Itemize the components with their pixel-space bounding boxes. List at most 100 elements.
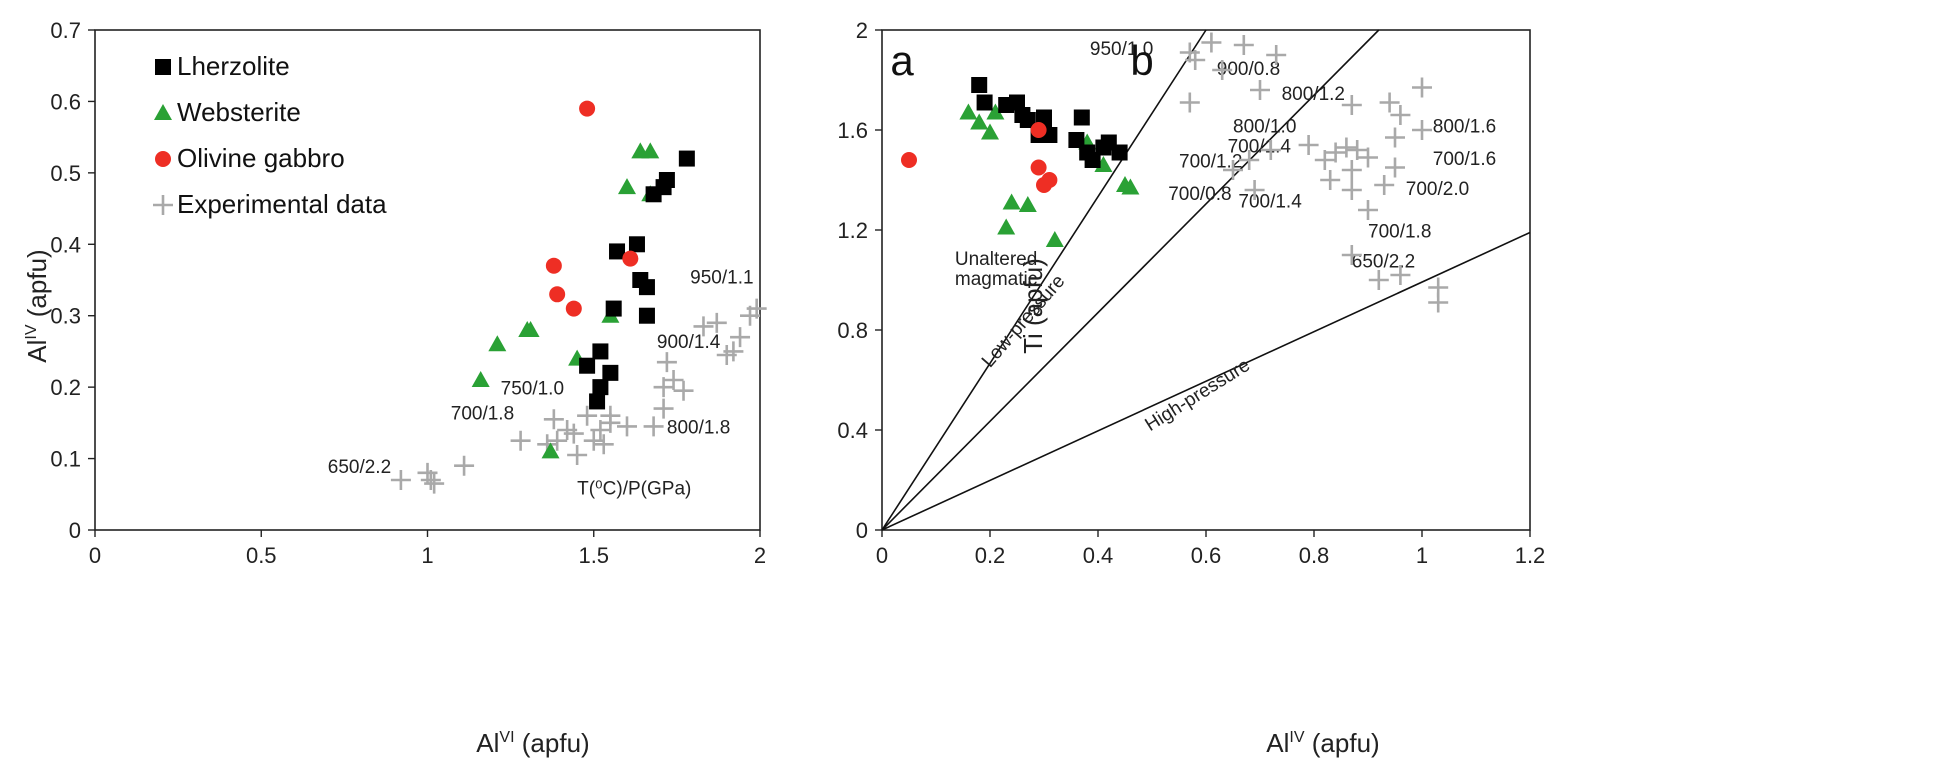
panel-b-point-experimental: [1358, 147, 1378, 168]
panel-a-point-lherzolite: [678, 150, 695, 167]
panel-b-condition-label: 950/1.0: [1090, 39, 1153, 60]
panel-a-point-experimental: [723, 341, 744, 362]
panel-a-point-experimental: [656, 352, 677, 373]
panel-b-x-axis-title: AlIV (apfu): [1266, 728, 1379, 758]
panel-b-point-lherzolite: [976, 94, 993, 111]
panel-a-point-websterite: [471, 371, 490, 387]
panel-b-point-experimental: [1185, 50, 1206, 70]
panel-b-point-websterite: [1018, 196, 1037, 212]
panel-b-x-tick-label: 0.8: [1299, 543, 1330, 568]
panel-b-point-websterite: [986, 103, 1005, 120]
panel-a-point-lherzolite: [638, 307, 655, 324]
panel-a-point-experimental: [663, 370, 684, 390]
panel-a-point-lherzolite: [592, 379, 609, 396]
panel-b-x-tick-label: 0.2: [975, 543, 1006, 568]
panel-b-y-tick-label: 0.4: [837, 418, 868, 443]
panel-b-point-experimental: [1428, 292, 1449, 313]
panel-b-point-experimental: [1201, 32, 1222, 53]
panel-a-condition-label: 700/1.8: [451, 403, 514, 424]
panel-a-point-experimental: [543, 409, 564, 430]
legend-marker-websterite: [154, 104, 172, 120]
panel-a-x-tick-label: 0.5: [246, 543, 277, 568]
panel-a-point-lherzolite: [628, 236, 645, 253]
panel-a-y-tick-label: 0.4: [50, 232, 81, 257]
panel-a-point-websterite: [518, 321, 537, 337]
panel-b-boundary-line: [881, 29, 1380, 531]
panel-a-point-experimental: [600, 405, 621, 426]
legend-label-olivine-gabbro: Olivine gabbro: [177, 143, 345, 173]
panel-b-y-tick-label: 0: [856, 518, 868, 543]
panel-a-y-tick-label: 0.6: [50, 89, 81, 114]
panel-b-y-tick-label: 0.8: [837, 318, 868, 343]
panel-b-point-experimental: [1260, 140, 1281, 160]
panel-b-point-experimental: [1368, 270, 1389, 290]
panel-b-condition-label: 800/1.0: [1233, 117, 1296, 138]
panel-a-legend: Lherzolite Websterite Olivine gabbro Experi…: [153, 51, 387, 219]
panel-b-point-olivine-gabbro: [1030, 159, 1047, 176]
panel-b-point-experimental: [1212, 60, 1233, 80]
panel-a-y-tick-label: 0.2: [50, 375, 81, 400]
panel-b-condition-label: 700/1.2: [1179, 152, 1242, 173]
panel-b-condition-label: 900/0.8: [1217, 59, 1280, 80]
panel-b-region-label: magmatic: [955, 269, 1037, 290]
panel-b-point-websterite: [1045, 231, 1064, 247]
panel-a-point-experimental: [653, 398, 674, 419]
panel-b-point-experimental: [1233, 35, 1254, 55]
panel-b-y-tick-label: 2: [856, 18, 868, 43]
panel-a-x-axis-title: AlVI (apfu): [476, 728, 589, 758]
panel-a-point-experimental: [693, 316, 714, 337]
legend-marker-olivine-gabbro: [155, 151, 171, 167]
panel-b-point-experimental: [1341, 245, 1362, 265]
panel-b-point-experimental: [1179, 92, 1200, 113]
panel-b-point-experimental: [1379, 92, 1400, 113]
panel-a-condition-label: 750/1.0: [501, 378, 564, 399]
panel-b-point-experimental: [1266, 45, 1287, 65]
panel-a-chart: 0 0.5 1 1.5 2 0 0.1 0.2 0.3 0.4 0.5 0.6 0.7 650/2.2 70…: [22, 18, 914, 758]
panel-a-x-axis-title-main: Al: [476, 728, 499, 758]
panel-a-point-websterite: [618, 178, 636, 195]
panel-a-x-tick-label: 1: [421, 543, 433, 568]
panel-b-point-websterite: [997, 218, 1016, 235]
panel-a-x-axis-title-sup: VI: [499, 729, 514, 746]
panel-a-condition-label: 900/1.4: [657, 332, 721, 353]
panel-b-point-experimental: [1325, 142, 1346, 163]
panel-a-point-experimental: [593, 434, 614, 455]
panel-a-point-experimental: [577, 405, 598, 426]
panel-b-x-tick-label: 0.6: [1191, 543, 1222, 568]
panel-a-point-experimental: [583, 430, 604, 451]
panel-b-point-lherzolite: [1019, 112, 1036, 128]
panel-b-point-olivine-gabbro: [901, 152, 917, 168]
panel-b-point-experimental: [1336, 137, 1357, 158]
panel-a-point-lherzolite: [638, 279, 655, 296]
panel-b-point-experimental: [1223, 160, 1243, 180]
panel-b-y-tick-label: 1.6: [837, 118, 868, 143]
panel-b-boundary-line: [881, 29, 1207, 531]
panel-b-point-experimental: [1412, 120, 1432, 140]
panel-b-boundary-line: [881, 231, 1531, 531]
panel-b-point-experimental: [1239, 150, 1260, 170]
panel-b-x-axis-title-sup: IV: [1289, 729, 1304, 746]
panel-a-condition-label: 650/2.2: [328, 457, 391, 478]
panel-b-data-marks: [901, 32, 1449, 313]
panel-a-point-experimental: [746, 298, 767, 319]
panel-a-plot-area: 0 0.5 1 1.5 2 0 0.1 0.2 0.3 0.4 0.5 0.6 0.7 650/2.2 70…: [50, 18, 766, 568]
panel-b-condition-label: 700/0.8: [1168, 184, 1231, 205]
panel-a-condition-label: 950/1.1: [690, 268, 753, 289]
panel-a-point-olivine-gabbro: [565, 300, 582, 317]
panel-a-point-experimental: [454, 455, 475, 476]
panel-a-point-olivine-gabbro: [549, 286, 566, 303]
panel-b-point-experimental: [1298, 135, 1319, 155]
panel-a-point-experimental: [617, 416, 637, 437]
panel-b-condition-label: 700/1.6: [1433, 149, 1496, 170]
panel-b-point-experimental: [1374, 175, 1395, 195]
panel-a-point-experimental: [567, 445, 588, 465]
panel-a-point-experimental: [563, 423, 584, 444]
panel-a-y-tick-label: 0.5: [50, 161, 81, 186]
panel-b-point-experimental: [1358, 200, 1378, 220]
panel-b-x-tick-label: 1.2: [1515, 543, 1546, 568]
panel-b-condition-label: 700/1.4: [1238, 192, 1302, 213]
panel-a-letter: a: [890, 37, 914, 84]
legend-marker-lherzolite: [155, 59, 171, 75]
panel-a-point-lherzolite: [589, 393, 606, 410]
panel-a-point-websterite: [541, 442, 560, 459]
